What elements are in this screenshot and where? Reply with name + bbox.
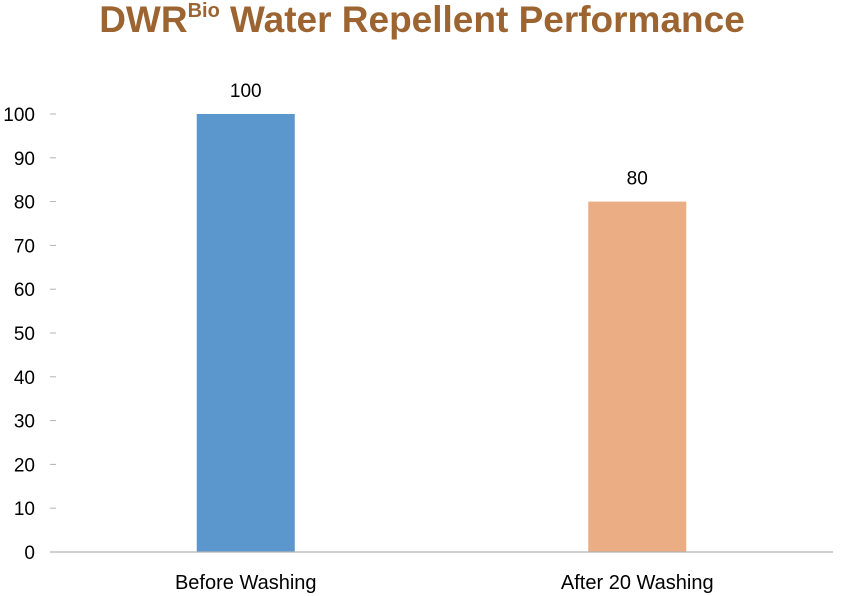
y-tick-label: 90	[14, 149, 35, 170]
y-tick-label: 10	[14, 499, 35, 520]
y-tick-label: 100	[3, 105, 35, 126]
y-axis: 0 10 20 30 40 50 60 70 80 90 100	[3, 105, 56, 564]
data-labels: 100 80	[230, 81, 648, 190]
chart-title-main: DWR	[99, 0, 187, 40]
chart-title-superscript: Bio	[188, 0, 220, 22]
category-labels: Before Washing After 20 Washing	[175, 572, 714, 594]
y-tick-label: 0	[24, 543, 35, 564]
bar-data-label: 80	[627, 169, 648, 190]
x-category-label: After 20 Washing	[561, 572, 714, 594]
y-tick-label: 30	[14, 412, 35, 433]
bar	[196, 114, 295, 552]
y-tick-label: 50	[14, 324, 35, 345]
y-tick-label: 20	[14, 455, 35, 476]
chart-title-rest: Water Repellent Performance	[220, 0, 745, 40]
chart-title: DWRBio Water Repellent Performance	[99, 0, 745, 40]
y-tick-label: 80	[14, 193, 35, 214]
bar-data-label: 100	[230, 81, 262, 102]
bar	[588, 201, 687, 552]
y-tick-label: 40	[14, 368, 35, 389]
y-tick-label: 60	[14, 280, 35, 301]
y-tick-label: 70	[14, 236, 35, 257]
bars	[196, 114, 687, 552]
x-category-label: Before Washing	[175, 572, 317, 594]
